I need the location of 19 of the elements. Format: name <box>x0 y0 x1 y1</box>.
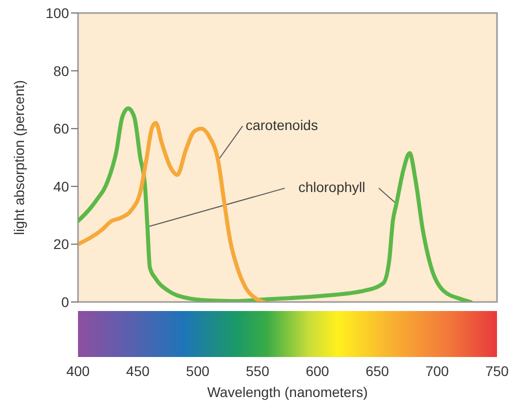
y-tick-label: 100 <box>46 4 70 21</box>
x-tick-label: 650 <box>366 362 390 379</box>
y-tick-label: 60 <box>53 120 70 137</box>
x-axis-title: Wavelength (nanometers) <box>207 384 368 400</box>
y-axis-title: light absorption (percent) <box>11 80 27 235</box>
x-tick-label: 400 <box>66 362 90 379</box>
y-tick-label: 20 <box>53 236 70 252</box>
x-tick-label: 500 <box>186 362 210 379</box>
y-tick-label: 80 <box>53 62 70 79</box>
text: carotenoids <box>246 117 318 134</box>
text: chlorophyll <box>298 179 366 196</box>
y-tick-label: 0 <box>61 294 70 310</box>
x-tick-label: 450 <box>126 362 150 379</box>
x-tick-label: 600 <box>306 362 330 379</box>
x-tick-label: 700 <box>425 362 450 379</box>
x-tick-label: 550 <box>246 362 270 379</box>
line-series <box>78 106 473 302</box>
y-tick-label: 40 <box>53 178 70 194</box>
x-tick-label: 750 <box>485 362 509 379</box>
